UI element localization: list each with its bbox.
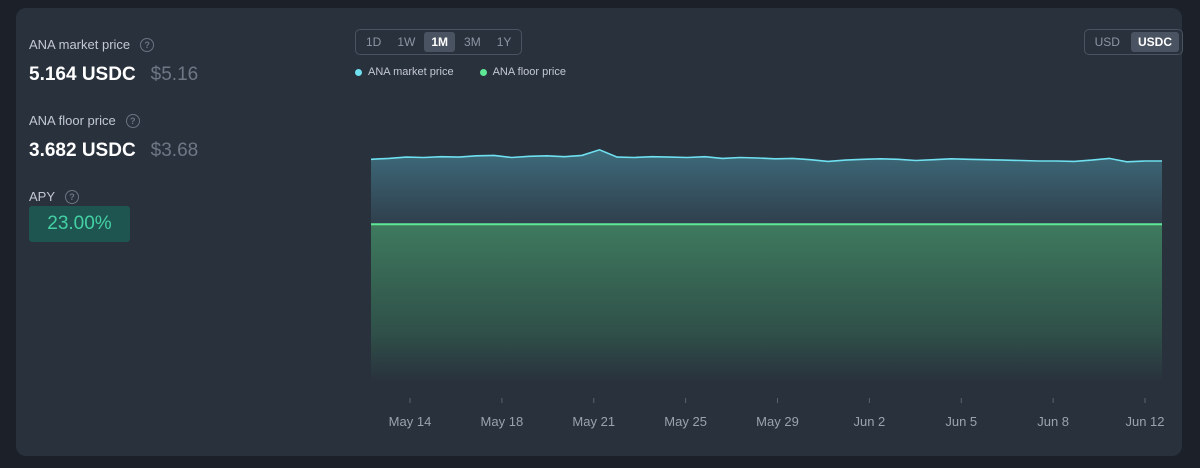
currency-toggle: USD USDC bbox=[1083, 29, 1183, 55]
x-tick-label: May 14 bbox=[389, 414, 432, 429]
legend-label-floor: ANA floor price bbox=[492, 66, 566, 78]
x-tick-label: May 21 bbox=[572, 414, 615, 429]
legend-dot-floor bbox=[479, 68, 487, 76]
help-icon[interactable]: ? bbox=[140, 37, 155, 52]
floor-price-label-row: ANA floor price ? bbox=[29, 113, 140, 128]
currency-usdc-button[interactable]: USDC bbox=[1130, 32, 1179, 52]
help-icon[interactable]: ? bbox=[65, 189, 80, 204]
legend-label-market: ANA market price bbox=[368, 66, 454, 78]
range-3m-button[interactable]: 3M bbox=[464, 35, 481, 49]
legend-floor-price[interactable]: ANA floor price bbox=[479, 66, 566, 78]
x-tick-label: Jun 2 bbox=[853, 414, 885, 429]
market-price-usd: $5.16 bbox=[150, 64, 199, 85]
apy-label-row: APY ? bbox=[29, 189, 80, 204]
currency-usd-button[interactable]: USD bbox=[1094, 35, 1120, 49]
apy-label: APY bbox=[29, 189, 56, 204]
market-price-line bbox=[370, 148, 1162, 163]
x-tick-label: Jun 12 bbox=[1125, 414, 1164, 429]
range-1m-button[interactable]: 1M bbox=[424, 32, 456, 52]
floor-price-usd: $3.68 bbox=[150, 140, 199, 161]
x-tick-label: May 18 bbox=[481, 414, 524, 429]
range-1y-button[interactable]: 1Y bbox=[496, 35, 512, 49]
x-tick-label: May 25 bbox=[664, 414, 707, 429]
range-1w-button[interactable]: 1W bbox=[397, 35, 416, 49]
market-price-area bbox=[371, 149, 1162, 225]
floor-price-value: 3.682 USDC $3.68 bbox=[29, 140, 198, 162]
floor-price-area bbox=[371, 224, 1162, 382]
floor-price-usdc: 3.682 USDC bbox=[29, 140, 136, 161]
market-price-usdc: 5.164 USDC bbox=[29, 64, 136, 85]
chart-legend: ANA market price ANA floor price bbox=[355, 66, 566, 78]
market-price-label-row: ANA market price ? bbox=[29, 37, 155, 52]
legend-market-price[interactable]: ANA market price bbox=[355, 66, 454, 78]
market-price-value: 5.164 USDC $5.16 bbox=[29, 64, 198, 86]
range-1d-button[interactable]: 1D bbox=[366, 35, 382, 49]
help-icon[interactable]: ? bbox=[125, 113, 140, 128]
market-price-label: ANA market price bbox=[29, 37, 131, 52]
apy-badge: 23.00% bbox=[29, 206, 130, 242]
x-tick-label: May 29 bbox=[756, 414, 799, 429]
x-tick-label: Jun 8 bbox=[1037, 414, 1069, 429]
time-range-selector: 1D 1W 1M 3M 1Y bbox=[355, 29, 523, 55]
legend-dot-market bbox=[355, 68, 362, 76]
floor-price-label: ANA floor price bbox=[29, 113, 116, 128]
x-tick-label: Jun 5 bbox=[945, 414, 977, 429]
